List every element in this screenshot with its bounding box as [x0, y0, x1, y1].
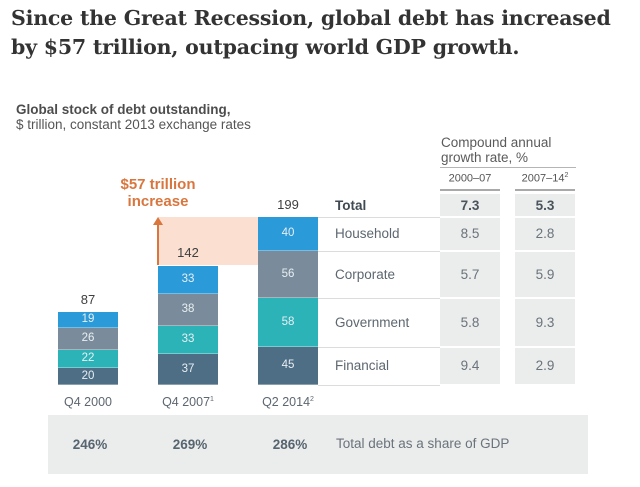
- chart-subtitle-block: Global stock of debt outstanding, $ tril…: [16, 102, 251, 132]
- increase-band: [158, 217, 258, 266]
- row-divider: [318, 385, 440, 386]
- cagr-heading-line1: Compound annual: [441, 135, 552, 150]
- bar-segment-financial: 37: [158, 353, 218, 385]
- cagr-divider: [440, 167, 576, 168]
- bar-segment-corporate: 38: [158, 293, 218, 326]
- bar-segment-financial: 20: [58, 368, 118, 385]
- row-divider: [318, 217, 440, 218]
- bar-segment-household: 33: [158, 265, 218, 294]
- period-rule-1: [440, 189, 500, 191]
- x-axis-label: Q4 20071: [162, 395, 214, 409]
- bar-segment-corporate: 56: [258, 250, 318, 299]
- increase-annotation-line2: increase: [127, 193, 189, 210]
- period-header-1: 2000–07: [448, 172, 492, 185]
- gdp-share-value: 246%: [72, 437, 108, 452]
- headline: Since the Great Recession, global debt h…: [11, 6, 611, 59]
- gdp-share-value: 269%: [172, 437, 208, 452]
- cagr-row-label: Household: [335, 226, 400, 242]
- row-divider: [318, 250, 440, 252]
- chart-title: Global stock of debt outstanding,: [16, 102, 231, 117]
- cagr-cell: 2.9: [515, 348, 575, 384]
- cagr-row-label: Total: [335, 197, 367, 213]
- row-divider: [318, 347, 440, 348]
- gdp-share-value: 286%: [272, 437, 308, 452]
- bar-segment-household: 40: [258, 217, 318, 251]
- cagr-heading: Compound annual growth rate, %: [441, 135, 551, 165]
- bar-segment-financial: 45: [258, 347, 318, 385]
- bar-segment-household: 19: [58, 311, 118, 328]
- cagr-cell: 7.3: [440, 194, 500, 216]
- cagr-row-label: Government: [335, 315, 410, 330]
- row-divider: [318, 298, 440, 300]
- arrow-head-icon: [153, 217, 163, 225]
- cagr-cell: 5.3: [515, 194, 575, 216]
- bar-segment-government: 58: [258, 298, 318, 347]
- cagr-cell: 9.3: [515, 299, 575, 346]
- cagr-cell: 5.9: [515, 251, 575, 298]
- cagr-row-label: Financial: [335, 358, 390, 374]
- cagr-cell: 5.8: [440, 299, 500, 346]
- increase-annotation-line1: $57 trillion: [120, 176, 196, 193]
- increase-annotation: $57 trillion increase: [100, 176, 216, 210]
- bar-total-label: 199: [277, 197, 299, 212]
- cagr-cell: 2.8: [515, 218, 575, 250]
- x-axis-label: Q2 20142: [262, 395, 314, 409]
- cagr-heading-line2: growth rate, %: [441, 150, 529, 165]
- increase-arrow-icon: [157, 223, 159, 266]
- bar-segment-government: 33: [158, 325, 218, 354]
- chart-subtitle: $ trillion, constant 2013 exchange rates: [16, 117, 251, 132]
- cagr-cell: 8.5: [440, 218, 500, 250]
- period-rule-2: [515, 189, 575, 191]
- gdp-share-strip: [48, 415, 588, 474]
- cagr-cell: 5.7: [440, 251, 500, 298]
- period-header-2: 2007–142: [521, 172, 569, 185]
- bar-segment-government: 22: [58, 349, 118, 369]
- bar-total-label: 87: [80, 291, 96, 307]
- cagr-row-label: Corporate: [335, 266, 396, 282]
- cagr-cell: 9.4: [440, 348, 500, 384]
- gdp-share-label: Total debt as a share of GDP: [336, 436, 510, 451]
- bar-total-label: 142: [177, 245, 199, 261]
- bar-segment-corporate: 26: [58, 327, 118, 350]
- x-axis-label: Q4 2000: [64, 395, 112, 409]
